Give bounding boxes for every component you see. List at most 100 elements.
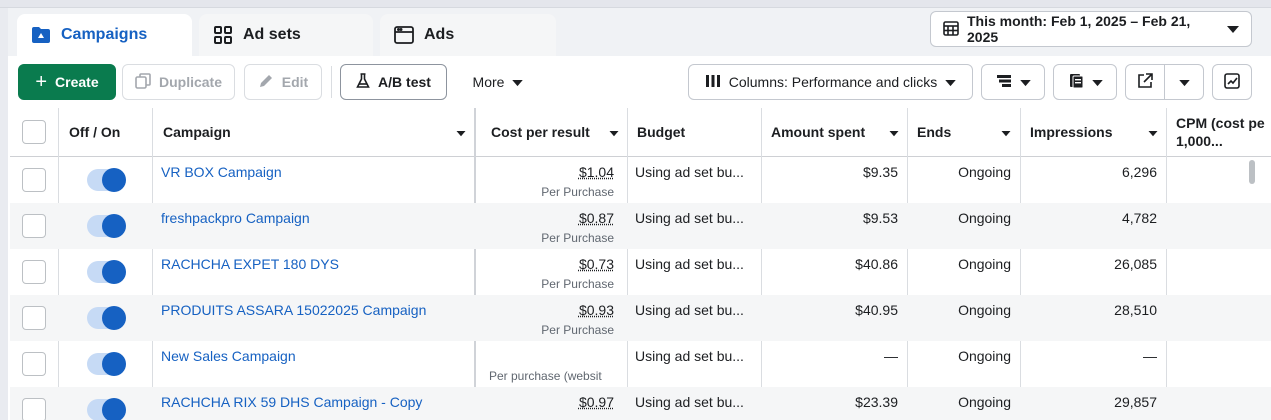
row-checkbox[interactable] [22,260,46,284]
table-row[interactable]: PRODUITS ASSARA 15022025 Campaign $0.93 … [10,295,1271,341]
budget-value: Using ad set bu... [635,348,744,364]
amount-spent: $40.95 [855,302,898,318]
columns-button[interactable]: Columns: Performance and clicks [688,64,973,100]
campaign-name-link[interactable]: New Sales Campaign [161,348,296,364]
row-checkbox[interactable] [22,214,46,238]
chevron-down-icon [1178,74,1190,90]
campaign-toggle[interactable] [87,214,126,238]
row-checkbox[interactable] [22,306,46,330]
flask-icon [356,72,370,92]
date-range-picker[interactable]: This month: Feb 1, 2025 – Feb 21, 2025 [930,11,1252,47]
column-divider [627,108,628,420]
cost-per-result: $0.97 [578,394,614,410]
create-button[interactable]: + Create [18,64,116,100]
impressions-value: 6,296 [1121,164,1157,180]
campaign-name-link[interactable]: RACHCHA EXPET 180 DYS [161,256,339,272]
result-type: Per Purchase [541,185,614,199]
ends-value: Ongoing [958,302,1011,318]
campaign-name-link[interactable]: PRODUITS ASSARA 15022025 Campaign [161,302,427,318]
chart-icon [1224,72,1240,92]
edit-button[interactable]: Edit [244,64,322,100]
amount-spent: — [884,348,898,364]
select-all-checkbox[interactable] [22,120,46,144]
reports-button[interactable] [1053,64,1117,100]
campaign-name-link[interactable]: freshpackpro Campaign [161,210,310,226]
cost-per-result: $0.73 [578,256,614,272]
impressions-value: 28,510 [1114,302,1157,318]
ad-card-icon [394,25,414,45]
result-type: Per Purchase [541,323,614,337]
row-checkbox[interactable] [22,352,46,376]
charts-button[interactable] [1212,64,1252,100]
campaign-toggle[interactable] [87,260,126,284]
tab-ad-sets[interactable]: Ad sets [199,14,373,56]
table-row[interactable]: RACHCHA RIX 59 DHS Campaign - Copy $0.97… [10,387,1271,420]
more-button[interactable]: More [458,64,538,100]
ends-value: Ongoing [958,256,1011,272]
toolbar-divider [331,66,332,98]
col-impressions[interactable]: Impressions [1030,108,1158,156]
impressions-value: 29,857 [1114,394,1157,410]
table-row[interactable]: New Sales Campaign Per purchase (websit … [10,341,1271,387]
amount-spent: $9.35 [862,164,898,180]
breakdown-button[interactable] [981,64,1045,100]
result-type: Per Purchase [541,277,614,291]
table-row[interactable]: RACHCHA EXPET 180 DYS $0.73 Per Purchase… [10,249,1271,295]
column-divider [152,108,153,420]
table-row[interactable]: freshpackpro Campaign $0.87 Per Purchase… [10,203,1271,249]
campaign-toggle[interactable] [87,352,126,376]
chevron-down-icon [1227,21,1239,37]
budget-value: Using ad set bu... [635,302,744,318]
export-menu-button[interactable] [1164,64,1204,100]
plus-icon: + [35,71,48,93]
result-type: Per purchase (websit [489,369,602,383]
column-divider [761,108,762,420]
chevron-down-icon [1001,124,1011,140]
chevron-down-icon [512,74,524,90]
export-button[interactable] [1125,64,1165,100]
ends-value: Ongoing [958,210,1011,226]
budget-value: Using ad set bu... [635,256,744,272]
budget-value: Using ad set bu... [635,164,744,180]
column-divider [907,108,908,420]
col-off-on: Off / On [69,124,121,140]
top-strip [0,0,1271,8]
row-checkbox[interactable] [22,168,46,192]
col-ends[interactable]: Ends [917,108,1011,156]
ab-test-button[interactable]: A/B test [340,64,447,100]
campaign-toggle[interactable] [87,168,126,192]
chevron-down-icon [889,124,899,140]
chevron-down-icon [456,124,466,140]
report-icon [1068,73,1084,92]
col-budget[interactable]: Budget [637,124,686,140]
column-divider [1166,108,1167,420]
budget-value: Using ad set bu... [635,394,744,410]
campaign-toggle[interactable] [87,398,126,420]
chevron-down-icon [1148,124,1158,140]
grid-icon [213,25,233,45]
table-row[interactable]: VR BOX Campaign $1.04 Per Purchase Using… [10,157,1271,203]
row-checkbox[interactable] [22,398,46,420]
cost-per-result: $0.87 [578,210,614,226]
campaign-name-link[interactable]: RACHCHA RIX 59 DHS Campaign - Copy [161,394,423,410]
tab-label: Ads [424,26,455,43]
campaign-toggle[interactable] [87,306,126,330]
col-cpm[interactable]: CPM (cost pe 1,000... [1176,115,1265,149]
column-divider [1020,108,1021,420]
ends-value: Ongoing [958,348,1011,364]
col-campaign[interactable]: Campaign [163,108,466,156]
col-amount-spent[interactable]: Amount spent [771,108,899,156]
cost-per-result: $1.04 [578,164,614,180]
tab-campaigns[interactable]: Campaigns [17,14,192,56]
tab-ads[interactable]: Ads [380,14,556,56]
vertical-scrollbar[interactable] [1249,160,1255,184]
chevron-down-icon [609,124,619,140]
campaign-name-link[interactable]: VR BOX Campaign [161,164,282,180]
calendar-icon [943,20,959,39]
col-cost-per-result[interactable]: Cost per result [491,108,619,156]
folder-icon [31,25,51,45]
export-icon [1137,72,1153,92]
chevron-down-icon [945,74,957,90]
duplicate-button[interactable]: Duplicate [122,64,235,100]
cost-per-result: $0.93 [578,302,614,318]
